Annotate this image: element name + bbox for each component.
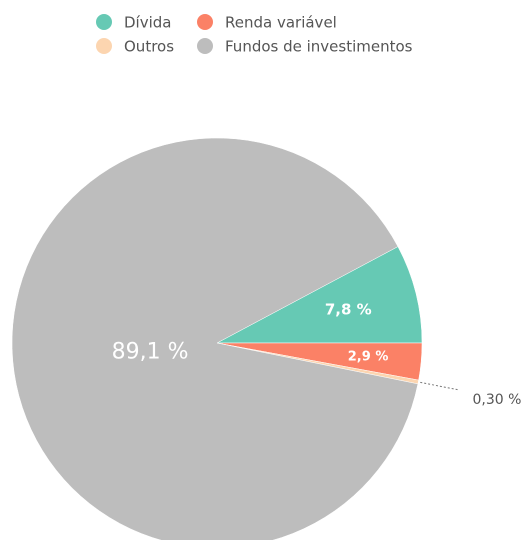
data-label: 89,1 %: [112, 340, 189, 365]
data-label: 7,8 %: [325, 301, 372, 319]
legend-swatch: [96, 14, 112, 30]
legend-label: Fundos de investimentos: [225, 38, 413, 56]
legend-label: Dívida: [124, 14, 171, 32]
pie-slice: [216, 246, 423, 344]
legend-swatch: [197, 38, 213, 54]
data-label: 0,30 %: [473, 392, 522, 408]
leader-line: [420, 381, 459, 391]
legend-swatch: [96, 38, 112, 54]
legend-swatch: [197, 14, 213, 30]
data-label: 2,9 %: [348, 349, 389, 364]
legend-label: Outros: [124, 38, 174, 56]
legend-label: Renda variável: [225, 14, 337, 32]
pie-slice: [11, 137, 419, 540]
